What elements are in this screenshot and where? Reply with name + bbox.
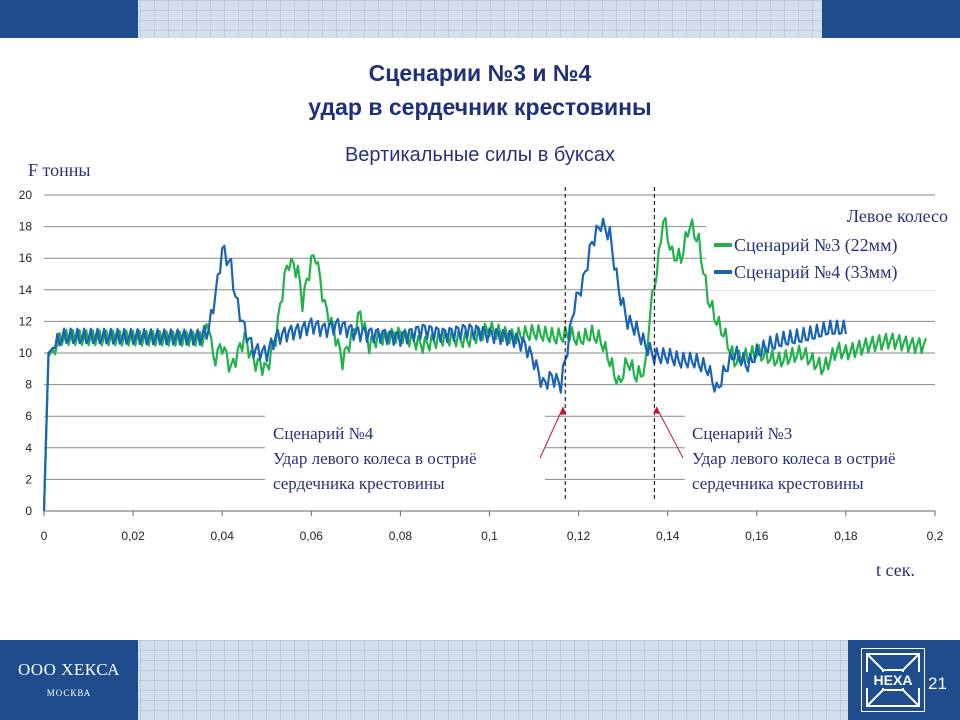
- y-tick-label: 18: [19, 220, 33, 234]
- y-axis-label: F тонны: [28, 160, 91, 180]
- x-tick-label: 0,12: [567, 529, 591, 543]
- company-name: ООО ХЕКСА: [18, 660, 120, 679]
- y-tick-label: 2: [25, 472, 32, 486]
- bottom-banner-art: [0, 640, 960, 720]
- y-tick-label: 4: [25, 441, 32, 455]
- x-tick-label: 0,06: [300, 529, 324, 543]
- x-tick-label: 0,14: [656, 529, 680, 543]
- x-tick-label: 0,2: [927, 529, 944, 543]
- marker-arrow: [539, 406, 564, 459]
- x-tick-label: 0,04: [211, 529, 235, 543]
- marker-arrowhead: [653, 407, 660, 414]
- x-tick-label: 0,18: [834, 529, 858, 543]
- x-tick-label: 0: [41, 529, 48, 543]
- marker-arrowhead: [560, 407, 567, 415]
- annotation-box: [685, 412, 950, 498]
- marker-label-line: Сценарий №4: [273, 424, 374, 443]
- legend-title: Левое колесо: [847, 206, 948, 226]
- marker-arrow: [655, 406, 684, 459]
- marker-label-line: Удар левого колеса в остриё: [273, 449, 477, 468]
- y-tick-label: 0: [25, 504, 32, 518]
- y-tick-label: 10: [19, 346, 33, 360]
- legend-label: Сценарий №3 (22мм): [734, 235, 897, 256]
- y-tick-label: 16: [19, 251, 33, 265]
- x-tick-label: 0,1: [481, 529, 498, 543]
- slide-title-line1: Сценарии №3 и №4: [368, 60, 592, 86]
- series-line-2: [42, 217, 847, 512]
- x-tick-label: 0,02: [121, 529, 145, 543]
- chart-area: 0 2 4 6 8 10 12 14 16 18 20 0 0,02 0,04 0,06 0,08 0,1 0,1…: [19, 160, 952, 580]
- x-axis-label: t сек.: [876, 560, 915, 580]
- y-tick-label: 14: [19, 283, 33, 297]
- page-number: 21: [928, 674, 947, 693]
- bottom-banner: [0, 640, 960, 720]
- logo-text: HEXA: [874, 672, 913, 688]
- top-banner: [0, 0, 960, 38]
- x-tick-label: 0,16: [745, 529, 769, 543]
- legend-box: [706, 200, 952, 290]
- marker-label-line: Удар левого колеса в остриё: [692, 449, 896, 468]
- marker-label-line: сердечника крестовины: [692, 474, 864, 493]
- slide-title-line2: удар в сердечник крестовины: [308, 94, 652, 120]
- top-banner-art: [0, 0, 960, 38]
- legend-label: Сценарий №4 (33мм): [734, 262, 897, 283]
- annotation-box: [265, 412, 545, 498]
- y-tick-label: 6: [25, 409, 32, 423]
- y-tick-label: 12: [19, 314, 33, 328]
- company-city: МОСКВА: [46, 688, 92, 698]
- marker-label-line: сердечника крестовины: [273, 474, 445, 493]
- x-tick-label: 0,08: [389, 529, 413, 543]
- marker-label-line: Сценарий №3: [692, 424, 792, 443]
- y-tick-label: 20: [19, 188, 33, 202]
- y-tick-label: 8: [25, 378, 32, 392]
- hexa-logo: HEXA: [861, 648, 925, 712]
- chart-title: Вертикальные силы в буксах: [344, 144, 616, 166]
